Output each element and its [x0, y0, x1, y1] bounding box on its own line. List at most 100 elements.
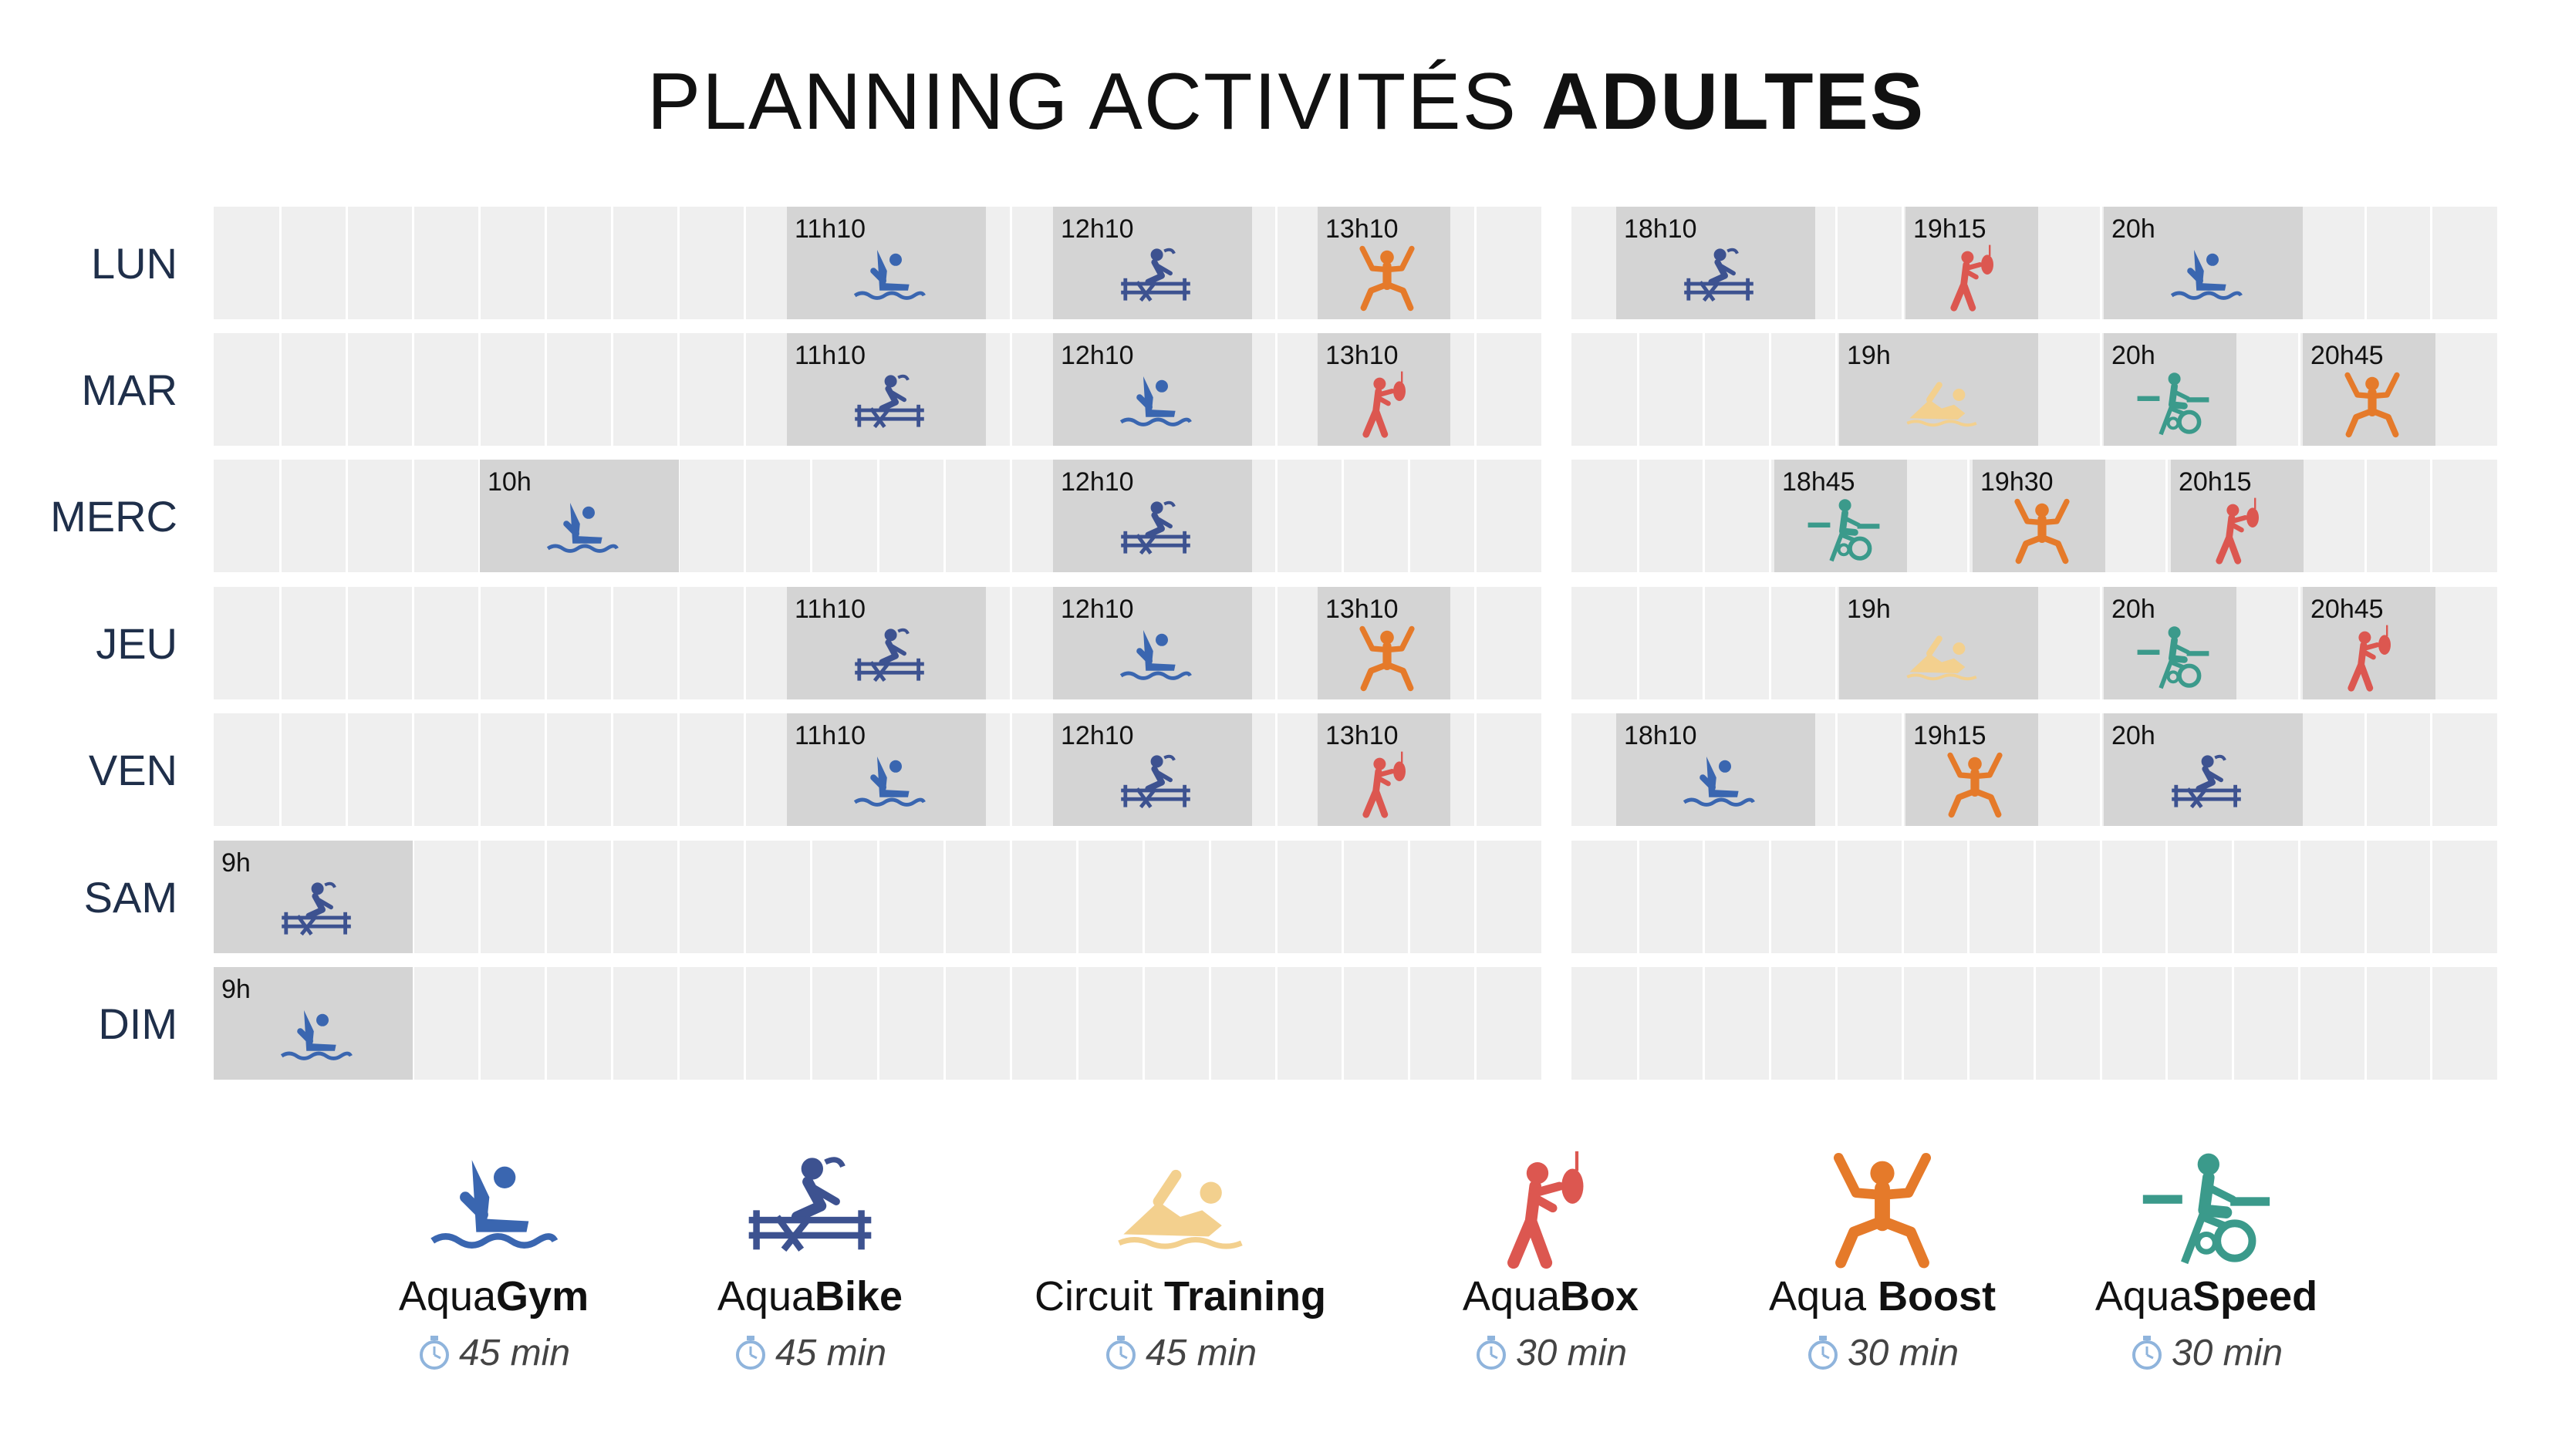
session-time: 19h	[1847, 341, 1891, 370]
session-time: 13h10	[1325, 721, 1399, 750]
slot-divider	[2364, 841, 2367, 953]
stopwatch-icon	[734, 1334, 768, 1378]
legend-item-aquagym: AquaGym 45 min	[332, 1149, 656, 1378]
session-block-aquabox[interactable]: 13h10	[1318, 333, 1450, 446]
session-block-aquagym[interactable]: 20h	[2104, 207, 2303, 319]
session-block-aquagym[interactable]: 10h	[480, 460, 679, 572]
stopwatch-icon	[1104, 1334, 1138, 1378]
slot-divider	[1275, 841, 1278, 953]
session-block-aquaboost[interactable]: 13h10	[1318, 207, 1450, 319]
slot-divider	[1835, 713, 1838, 826]
session-block-aquagym[interactable]: 11h10	[787, 713, 986, 826]
slot-divider	[1408, 967, 1410, 1080]
session-block-aquaboost[interactable]: 19h30	[1973, 460, 2105, 572]
session-time: 11h10	[795, 721, 866, 750]
session-block-circuit[interactable]: 19h	[1839, 587, 2038, 699]
slot-divider	[545, 207, 547, 319]
slot-divider	[346, 587, 348, 699]
slot-divider	[677, 713, 680, 826]
slot-divider	[1010, 460, 1012, 572]
session-time: 13h10	[1325, 595, 1399, 624]
session-block-aquaboost[interactable]: 19h15	[1905, 713, 2038, 826]
session-time: 13h10	[1325, 214, 1399, 244]
morning-panel-dim	[214, 967, 1541, 1080]
aquagym-icon	[1682, 750, 1756, 812]
slot-divider	[2298, 967, 2300, 1080]
slot-divider	[1010, 333, 1012, 446]
session-block-aquabike[interactable]: 20h	[2104, 713, 2303, 826]
slot-divider	[877, 460, 879, 572]
slot-divider	[1275, 207, 1278, 319]
session-block-aquagym[interactable]: 12h10	[1053, 587, 1252, 699]
session-block-aquabike[interactable]: 18h10	[1616, 207, 1815, 319]
morning-panel-merc	[214, 460, 1541, 572]
slot-divider	[744, 207, 746, 319]
legend-name: AquaBike	[717, 1273, 903, 1320]
session-block-aquaboost[interactable]: 13h10	[1318, 587, 1450, 699]
session-block-aquabike[interactable]: 12h10	[1053, 713, 1252, 826]
slot-divider	[1769, 460, 1771, 572]
session-block-aquabike[interactable]: 9h	[214, 841, 413, 953]
session-time: 12h10	[1061, 467, 1134, 497]
session-time: 12h10	[1061, 214, 1134, 244]
aquaboost-icon	[2005, 497, 2079, 565]
slot-divider	[810, 841, 812, 953]
legend-name: AquaSpeed	[2094, 1273, 2318, 1320]
slot-divider	[677, 333, 680, 446]
slot-divider	[611, 587, 613, 699]
aquaspeed-icon	[2141, 1149, 2272, 1265]
session-block-circuit[interactable]: 19h	[1839, 333, 2038, 446]
session-block-aquagym[interactable]: 12h10	[1053, 333, 1252, 446]
session-block-aquaboost[interactable]: 20h45	[2303, 333, 2435, 446]
slot-divider	[1902, 967, 1904, 1080]
session-block-aquaspeed[interactable]: 20h	[2104, 587, 2236, 699]
session-block-aquagym[interactable]: 9h	[214, 967, 413, 1080]
aquagym-icon	[428, 1149, 559, 1265]
slot-divider	[1703, 587, 1705, 699]
aquabike-icon	[1119, 244, 1193, 305]
slot-divider	[1967, 841, 1970, 953]
slot-divider	[611, 713, 613, 826]
session-block-aquabike[interactable]: 12h10	[1053, 460, 1252, 572]
slot-divider	[2165, 460, 2168, 572]
slot-divider	[1703, 967, 1705, 1080]
slot-divider	[1474, 713, 1477, 826]
slot-divider	[1637, 460, 1639, 572]
slot-divider	[2364, 460, 2367, 572]
aquaboost-icon	[1817, 1149, 1948, 1269]
slot-divider	[545, 333, 547, 446]
session-block-aquagym[interactable]: 18h10	[1616, 713, 1815, 826]
legend-name: Circuit Training	[1034, 1273, 1327, 1320]
session-time: 20h45	[2310, 595, 2384, 624]
slot-divider	[346, 460, 348, 572]
slot-divider	[478, 713, 481, 826]
session-block-aquabox[interactable]: 20h15	[2171, 460, 2304, 572]
aquaspeed-icon	[2136, 370, 2210, 436]
legend-item-aquaboost: Aqua Boost 30 min	[1720, 1149, 2044, 1378]
legend-duration: 45 min	[1018, 1334, 1342, 1378]
slot-divider	[346, 333, 348, 446]
day-label-jeu: JEU	[96, 619, 177, 668]
aquabike-icon	[852, 624, 927, 686]
slot-divider	[1209, 841, 1211, 953]
session-block-aquabike[interactable]: 12h10	[1053, 207, 1252, 319]
session-block-aquabox[interactable]: 19h15	[1905, 207, 2038, 319]
session-block-aquaspeed[interactable]: 20h	[2104, 333, 2236, 446]
evening-panel-sam	[1571, 841, 2497, 953]
legend-item-aquabike: AquaBike 45 min	[648, 1149, 972, 1378]
slot-divider	[1474, 333, 1477, 446]
slot-divider	[1967, 460, 1970, 572]
day-label-dim: DIM	[98, 999, 177, 1048]
slot-divider	[1835, 841, 1838, 953]
slot-divider	[1769, 587, 1771, 699]
slot-divider	[478, 841, 481, 953]
slot-divider	[744, 713, 746, 826]
slot-divider	[1275, 713, 1278, 826]
session-block-aquabike[interactable]: 11h10	[787, 333, 986, 446]
slot-divider	[1769, 333, 1771, 446]
session-block-aquagym[interactable]: 11h10	[787, 207, 986, 319]
session-block-aquabike[interactable]: 11h10	[787, 587, 986, 699]
session-block-aquabox[interactable]: 13h10	[1318, 713, 1450, 826]
session-block-aquabox[interactable]: 20h45	[2303, 587, 2435, 699]
session-block-aquaspeed[interactable]: 18h45	[1774, 460, 1907, 572]
